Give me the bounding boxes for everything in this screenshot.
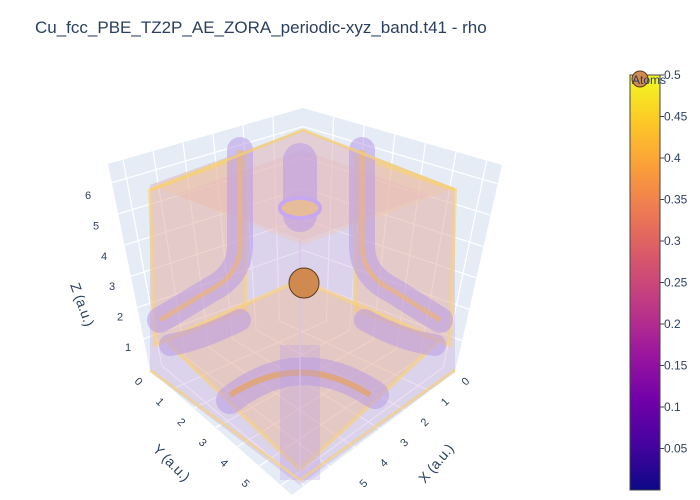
colorbar-ticks: 0.05 0.1 0.15 0.2 0.25 0.3 0.35 0.4 0.45 0.5 [660, 68, 688, 456]
grid-line [237, 348, 397, 448]
colorbar-tick-label: 0.4 [664, 151, 681, 165]
colorbar-tick-label: 0.3 [664, 234, 681, 248]
x-tick-label: 3 [398, 437, 411, 450]
grid-line [208, 347, 356, 449]
grid-line [184, 356, 330, 468]
colorbar: 0.05 0.1 0.15 0.2 0.25 0.3 0.35 0.4 0.45 0.5 [629, 68, 688, 491]
grid-line [272, 116, 281, 321]
colorbar-gradient [629, 74, 661, 491]
colorbar-tick-label: 0.5 [664, 68, 681, 82]
colorbar-tick-label: 0.2 [664, 317, 681, 331]
x-axis-label: X (a.u.) [415, 440, 457, 485]
grid-line [325, 116, 335, 322]
y-tick-label: 2 [175, 416, 188, 429]
grid-line [279, 320, 431, 392]
y-tick-label: 1 [153, 396, 166, 409]
x-tick-label: 0 [459, 375, 472, 388]
colorbar-tick-label: 0.45 [664, 110, 688, 124]
grid-line [258, 357, 421, 467]
colorbar-tick-label: 0.1 [664, 400, 681, 414]
grid-line [111, 125, 498, 185]
floor-wall [150, 312, 455, 495]
y-tick-label: 5 [239, 477, 252, 490]
x-tick-label: 5 [357, 477, 370, 490]
chart-title: Cu_fcc_PBE_TZ2P_AE_ZORA_periodic-xyz_ban… [35, 18, 487, 37]
y-tick-label: 0 [132, 375, 145, 388]
density-isosurface [147, 128, 458, 485]
z-axis-ticks: 1 2 3 4 5 6 [85, 190, 131, 354]
grid-line [280, 366, 444, 486]
legend-marker [631, 70, 649, 88]
z-tick-label: 4 [101, 251, 107, 263]
x-tick-label: 2 [419, 416, 432, 429]
z-tick-label: 5 [93, 220, 99, 232]
grid-line [212, 133, 233, 339]
y-tick-label: 3 [196, 437, 209, 450]
colorbar-tick-label: 0.15 [664, 359, 688, 373]
legend-label: Atoms [632, 73, 666, 87]
z-axis-label: Z (a.u.) [67, 281, 97, 329]
z-tick-label: 2 [117, 312, 123, 324]
colorbar-tick-label: 0.25 [664, 276, 688, 290]
x-tick-label: 4 [378, 457, 391, 470]
colorbar-tick-label: 0.35 [664, 193, 688, 207]
x-tick-label: 1 [439, 396, 452, 409]
legend[interactable]: Atoms [631, 70, 666, 88]
z-tick-label: 3 [109, 281, 115, 293]
z-tick-label: 1 [125, 342, 131, 354]
y-axis-label: Y (a.u.) [150, 441, 194, 485]
y-tick-label: 4 [217, 457, 230, 470]
colorbar-tick-label: 0.05 [664, 442, 688, 456]
z-tick-label: 6 [85, 190, 91, 202]
atom-marker[interactable] [288, 267, 320, 299]
